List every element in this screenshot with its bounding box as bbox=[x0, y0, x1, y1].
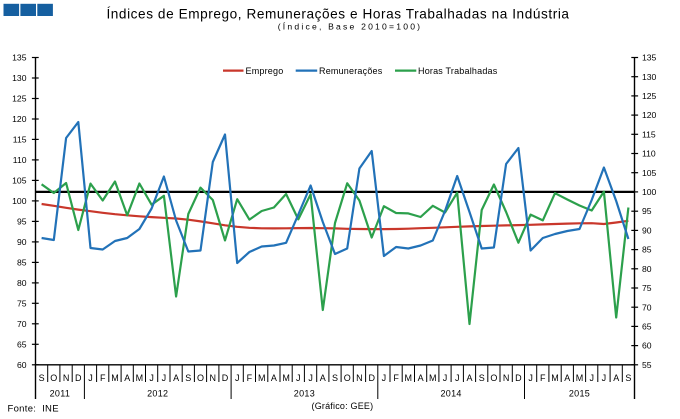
svg-text:Fonte: INE: Fonte: INE bbox=[8, 403, 59, 414]
svg-text:S: S bbox=[625, 373, 631, 383]
svg-text:110: 110 bbox=[642, 149, 656, 159]
svg-text:80: 80 bbox=[642, 264, 652, 274]
svg-text:65: 65 bbox=[17, 339, 27, 349]
svg-text:70: 70 bbox=[17, 319, 27, 329]
svg-text:O: O bbox=[344, 373, 351, 383]
svg-text:J: J bbox=[296, 373, 301, 383]
svg-text:M: M bbox=[576, 373, 584, 383]
svg-text:105: 105 bbox=[12, 176, 27, 186]
svg-text:65: 65 bbox=[642, 322, 652, 332]
svg-text:55: 55 bbox=[642, 360, 652, 370]
svg-text:O: O bbox=[197, 373, 204, 383]
svg-text:(Índice, Base 2010=100): (Índice, Base 2010=100) bbox=[278, 22, 422, 32]
svg-text:M: M bbox=[429, 373, 437, 383]
svg-text:J: J bbox=[308, 373, 313, 383]
svg-text:2015: 2015 bbox=[569, 389, 590, 399]
svg-text:A: A bbox=[564, 373, 570, 383]
svg-text:100: 100 bbox=[12, 196, 27, 206]
svg-text:60: 60 bbox=[642, 341, 652, 351]
svg-text:J: J bbox=[149, 373, 154, 383]
svg-text:130: 130 bbox=[12, 73, 27, 83]
svg-text:95: 95 bbox=[642, 206, 652, 216]
svg-text:130: 130 bbox=[642, 72, 657, 82]
svg-text:A: A bbox=[173, 373, 179, 383]
svg-text:M: M bbox=[405, 373, 413, 383]
svg-text:O: O bbox=[50, 373, 57, 383]
svg-text:85: 85 bbox=[17, 258, 27, 268]
svg-text:135: 135 bbox=[642, 53, 657, 63]
svg-text:70: 70 bbox=[642, 302, 652, 312]
svg-text:J: J bbox=[602, 373, 607, 383]
svg-text:95: 95 bbox=[17, 217, 27, 227]
svg-text:J: J bbox=[528, 373, 533, 383]
svg-text:J: J bbox=[455, 373, 460, 383]
svg-text:100: 100 bbox=[642, 187, 657, 197]
svg-text:2011: 2011 bbox=[50, 389, 71, 399]
svg-text:O: O bbox=[490, 373, 497, 383]
svg-text:D: D bbox=[515, 373, 522, 383]
svg-text:120: 120 bbox=[642, 110, 657, 120]
svg-text:J: J bbox=[589, 373, 594, 383]
svg-text:Horas Trabalhadas: Horas Trabalhadas bbox=[418, 66, 498, 76]
svg-text:75: 75 bbox=[17, 298, 27, 308]
svg-text:125: 125 bbox=[642, 91, 657, 101]
svg-text:75: 75 bbox=[642, 283, 652, 293]
svg-text:M: M bbox=[136, 373, 144, 383]
svg-text:S: S bbox=[39, 373, 45, 383]
svg-text:Emprego: Emprego bbox=[246, 66, 284, 76]
svg-text:105: 105 bbox=[642, 168, 657, 178]
svg-text:Remunerações: Remunerações bbox=[319, 66, 383, 76]
svg-text:2013: 2013 bbox=[294, 389, 315, 399]
svg-text:A: A bbox=[271, 373, 277, 383]
svg-text:60: 60 bbox=[17, 360, 27, 370]
svg-text:M: M bbox=[551, 373, 559, 383]
svg-text:J: J bbox=[382, 373, 387, 383]
svg-text:N: N bbox=[63, 373, 70, 383]
svg-text:A: A bbox=[613, 373, 619, 383]
svg-text:M: M bbox=[111, 373, 119, 383]
svg-text:S: S bbox=[479, 373, 485, 383]
svg-text:J: J bbox=[443, 373, 448, 383]
svg-text:J: J bbox=[235, 373, 240, 383]
svg-text:M: M bbox=[282, 373, 290, 383]
svg-text:D: D bbox=[75, 373, 82, 383]
svg-text:N: N bbox=[210, 373, 217, 383]
svg-text:D: D bbox=[368, 373, 375, 383]
svg-text:90: 90 bbox=[642, 226, 652, 236]
svg-text:115: 115 bbox=[642, 129, 656, 139]
svg-text:85: 85 bbox=[642, 245, 652, 255]
svg-text:A: A bbox=[124, 373, 130, 383]
svg-text:D: D bbox=[222, 373, 229, 383]
svg-text:115: 115 bbox=[13, 135, 27, 145]
svg-text:2014: 2014 bbox=[440, 389, 461, 399]
svg-text:N: N bbox=[503, 373, 510, 383]
svg-text:J: J bbox=[162, 373, 167, 383]
svg-text:F: F bbox=[540, 373, 546, 383]
svg-text:F: F bbox=[100, 373, 106, 383]
svg-text:A: A bbox=[466, 373, 472, 383]
svg-text:120: 120 bbox=[12, 114, 27, 124]
svg-text:90: 90 bbox=[17, 237, 27, 247]
svg-text:S: S bbox=[185, 373, 191, 383]
svg-text:2012: 2012 bbox=[147, 389, 168, 399]
svg-text:F: F bbox=[393, 373, 399, 383]
svg-text:A: A bbox=[418, 373, 424, 383]
svg-text:N: N bbox=[356, 373, 363, 383]
svg-text:135: 135 bbox=[12, 53, 27, 63]
svg-text:125: 125 bbox=[12, 94, 27, 104]
svg-text:110: 110 bbox=[13, 155, 27, 165]
svg-text:J: J bbox=[88, 373, 93, 383]
svg-text:A: A bbox=[320, 373, 326, 383]
svg-text:F: F bbox=[247, 373, 253, 383]
svg-text:80: 80 bbox=[17, 278, 27, 288]
svg-text:(Gráfico: GEE): (Gráfico: GEE) bbox=[312, 401, 374, 411]
svg-text:M: M bbox=[258, 373, 266, 383]
svg-text:S: S bbox=[332, 373, 338, 383]
svg-text:Índices de Emprego, Remuneraç: Índices de Emprego, Remunerações e Horas… bbox=[106, 7, 569, 22]
